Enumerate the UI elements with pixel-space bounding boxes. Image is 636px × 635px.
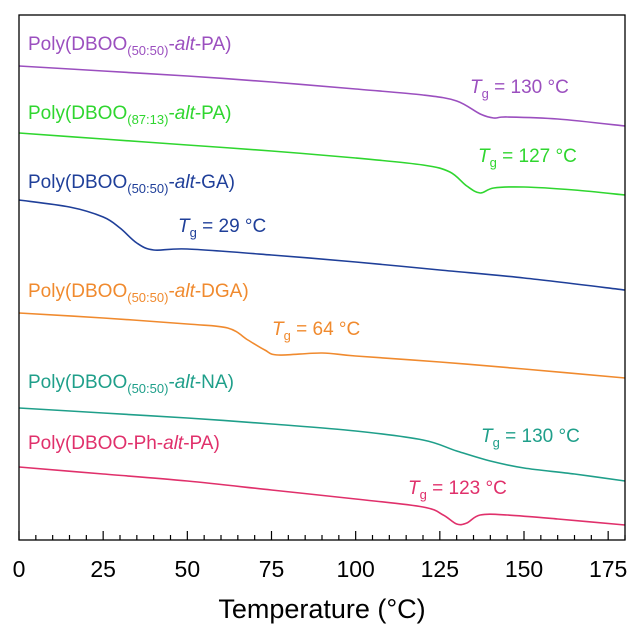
series-name-hyphen: - [168,372,174,393]
tg-annotation-1: Tg = 130 °C [470,77,569,101]
tg-annotation-6: Tg = 123 °C [408,478,507,502]
tg-symbol: T [481,426,494,447]
series-line-2 [18,132,626,196]
tg-subscript: g [493,435,500,450]
x-ticks: 0 25 50 75 100 125 150 175 [13,531,627,582]
x-tick-label: 0 [13,556,26,582]
tg-symbol: T [178,216,191,237]
series-name-1: Poly(DBOO(50:50)-alt-PA) [28,34,231,58]
tg-value: = 130 °C [500,426,580,447]
series-line-1 [18,65,626,127]
series-line-6 [18,466,626,526]
tg-symbol: T [408,478,421,499]
series-name-alt: alt [163,433,184,454]
x-axis-title: Temperature (°C) [218,594,425,624]
series-name-suffix: -PA) [195,34,232,55]
tg-value: = 130 °C [489,77,569,98]
series-name-2: Poly(DBOO(87:13)-alt-PA) [28,103,231,127]
series-name-alt: alt [175,281,196,302]
series-name-prefix: Poly(DBOO [28,172,127,193]
series-line-5 [18,407,626,482]
tg-value: = 123 °C [427,478,507,499]
x-tick-label: 100 [336,556,374,582]
series-name-4: Poly(DBOO(50:50)-alt-DGA) [28,281,249,305]
tg-value: = 29 °C [197,216,266,237]
series-name-alt: alt [175,103,196,124]
tg-annotation-4: Tg = 64 °C [272,319,360,343]
series-name-subscript: (50:50) [127,290,168,305]
x-tick-label: 25 [90,556,116,582]
tg-annotation-2: Tg = 127 °C [478,146,577,170]
series-name-subscript: (50:50) [127,181,168,196]
x-tick-label: 75 [259,556,285,582]
tg-subscript: g [420,487,427,502]
series-name-prefix: Poly(DBOO [28,372,127,393]
series-line-4 [18,312,626,379]
tg-annotation-5: Tg = 130 °C [481,426,580,450]
series-name-alt: alt [175,34,196,55]
series-name-prefix: Poly(DBOO [28,103,127,124]
series-name-hyphen: - [168,172,174,193]
series-name-suffix: -DGA) [195,281,249,302]
x-tick-label: 125 [421,556,459,582]
series-line-3 [18,199,626,291]
series-name-suffix: -PA) [183,433,220,454]
series-name-hyphen: - [168,103,174,124]
series-name-alt: alt [175,172,196,193]
x-tick-label: 50 [175,556,201,582]
series-name-prefix: Poly(DBOO-Ph- [28,433,163,454]
x-tick-label: 150 [505,556,543,582]
x-tick-label: 175 [589,556,627,582]
tg-subscript: g [284,328,291,343]
tg-annotation-3: Tg = 29 °C [178,216,266,240]
tg-symbol: T [478,146,491,167]
series-name-subscript: (87:13) [127,112,168,127]
series-name-suffix: -GA) [195,172,235,193]
labels-layer: Poly(DBOO(50:50)-alt-PA)Tg = 130 °CPoly(… [28,34,580,502]
series-name-3: Poly(DBOO(50:50)-alt-GA) [28,172,235,196]
tg-value: = 127 °C [497,146,577,167]
series-name-suffix: -PA) [195,103,232,124]
tg-symbol: T [470,77,483,98]
series-name-hyphen: - [168,281,174,302]
tg-subscript: g [490,155,497,170]
tg-subscript: g [482,86,489,101]
series-name-suffix: -NA) [195,372,234,393]
curves-layer [18,65,626,526]
series-name-hyphen: - [168,34,174,55]
series-name-subscript: (50:50) [127,43,168,58]
tg-subscript: g [190,225,197,240]
tg-symbol: T [272,319,285,340]
series-name-6: Poly(DBOO-Ph-alt-PA) [28,433,220,454]
series-name-prefix: Poly(DBOO [28,34,127,55]
series-name-subscript: (50:50) [127,381,168,396]
series-name-alt: alt [175,372,196,393]
series-name-prefix: Poly(DBOO [28,281,127,302]
series-name-5: Poly(DBOO(50:50)-alt-NA) [28,372,234,396]
tg-value: = 64 °C [291,319,360,340]
